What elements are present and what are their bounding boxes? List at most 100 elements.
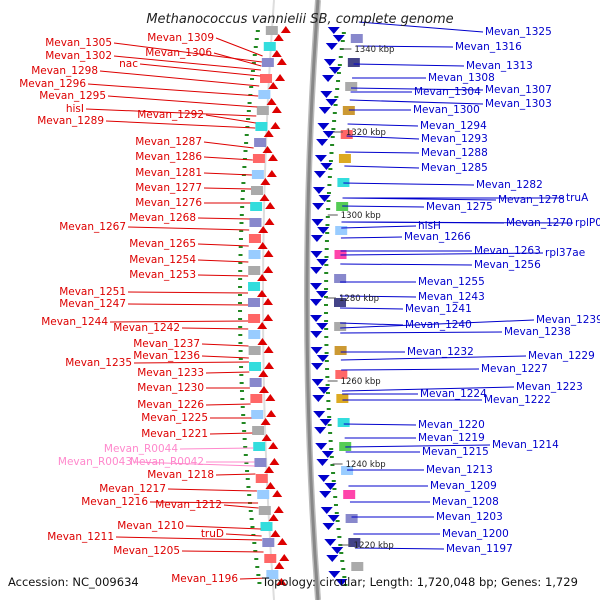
left-gene-label[interactable]: Mevan_1305 <box>45 37 112 49</box>
right-gene-label[interactable]: Mevan_1285 <box>421 162 488 174</box>
left-gene-label[interactable]: Mevan_1221 <box>141 428 208 440</box>
left-gene-label[interactable]: Mevan_1218 <box>147 469 214 481</box>
right-gene-label[interactable]: Mevan_1219 <box>418 432 485 444</box>
right-gene-label[interactable]: Mevan_1214 <box>492 439 559 451</box>
right-gene-label[interactable]: Mevan_1220 <box>418 419 485 431</box>
left-gene-label[interactable]: Mevan_1205 <box>113 545 180 557</box>
left-gene-label[interactable]: Mevan_1236 <box>133 350 200 362</box>
right-gene-label[interactable]: rpl37ae <box>545 247 585 259</box>
right-gene-label[interactable]: Mevan_1300 <box>413 104 480 116</box>
left-gene-label[interactable]: Mevan_1217 <box>99 483 166 495</box>
left-gene-label[interactable]: Mevan_1242 <box>113 322 180 334</box>
right-gene-label[interactable]: Mevan_1240 <box>405 319 472 331</box>
left-gene-label[interactable]: Mevan_1196 <box>171 573 238 585</box>
right-gene-label[interactable]: Mevan_1288 <box>421 147 488 159</box>
minor-tick <box>324 320 329 322</box>
right-gene-label[interactable]: Mevan_1293 <box>421 133 488 145</box>
left-gene-label[interactable]: Mevan_1225 <box>141 412 208 424</box>
left-gene-label[interactable]: Mevan_1281 <box>135 167 202 179</box>
right-gene-label[interactable]: truA <box>566 192 589 204</box>
right-gene-label[interactable]: Mevan_1255 <box>418 276 485 288</box>
left-gene-label[interactable]: hisI <box>66 103 84 115</box>
left-gene-label[interactable]: Mevan_1267 <box>59 221 126 233</box>
right-gene-label[interactable]: Mevan_1282 <box>476 179 543 191</box>
right-gene-label[interactable]: Mevan_1294 <box>420 120 487 132</box>
right-gene-label[interactable]: Mevan_1238 <box>504 326 571 338</box>
left-gene-label[interactable]: Mevan_1292 <box>137 109 204 121</box>
left-gene-label[interactable]: Mevan_1287 <box>135 136 202 148</box>
left-gene-label[interactable]: Mevan_1230 <box>137 382 204 394</box>
gene-arrow-right <box>316 355 329 362</box>
right-gene-label[interactable]: Mevan_1316 <box>455 41 522 53</box>
left-gene-label[interactable]: Mevan_1298 <box>31 65 98 77</box>
left-gene-label[interactable]: Mevan_1237 <box>133 338 200 350</box>
right-gene-label[interactable]: Mevan_1209 <box>430 480 497 492</box>
left-gene-label[interactable]: Mevan_1289 <box>37 115 104 127</box>
minor-tick <box>249 86 254 88</box>
right-gene-label[interactable]: Mevan_1275 <box>426 201 493 213</box>
minor-tick <box>329 456 334 458</box>
left-gene-label[interactable]: Mevan_R0043 <box>58 456 132 468</box>
left-gene-label[interactable]: Mevan_1309 <box>147 32 214 44</box>
left-gene-label[interactable]: Mevan_1254 <box>129 254 196 266</box>
right-gene-label[interactable]: Mevan_1303 <box>485 98 552 110</box>
left-gene-label[interactable]: Mevan_1244 <box>41 316 108 328</box>
left-gene-label[interactable]: Mevan_1265 <box>129 238 196 250</box>
right-gene-label[interactable]: Mevan_1222 <box>484 394 551 406</box>
left-gene-label[interactable]: Mevan_1211 <box>47 531 114 543</box>
left-gene-label[interactable]: Mevan_1296 <box>19 78 86 90</box>
left-gene-label[interactable]: Mevan_1302 <box>45 50 112 62</box>
right-gene-label[interactable]: Mevan_1227 <box>481 363 548 375</box>
gene-arrow-left <box>275 74 286 81</box>
gene-arrow-right <box>316 323 329 330</box>
minor-tick <box>334 96 339 98</box>
right-gene-label[interactable]: Mevan_1266 <box>404 231 471 243</box>
left-gene-label[interactable]: Mevan_1251 <box>59 286 126 298</box>
right-gene-label[interactable]: Mevan_1278 <box>498 194 565 206</box>
right-gene-label[interactable]: Mevan_1263 <box>474 245 541 257</box>
left-gene-label[interactable]: Mevan_1235 <box>65 357 132 369</box>
left-gene-label[interactable]: Mevan_1216 <box>81 496 148 508</box>
left-gene-label[interactable]: Mevan_1268 <box>129 212 196 224</box>
right-gene-label[interactable]: rplP0 <box>575 217 600 229</box>
left-gene-label[interactable]: Mevan_1226 <box>137 399 204 411</box>
right-gene-label[interactable]: Mevan_1203 <box>436 511 503 523</box>
right-gene-label[interactable]: Mevan_1197 <box>446 543 513 555</box>
left-gene-label[interactable]: Mevan_1247 <box>59 298 126 310</box>
right-gene-label[interactable]: Mevan_1313 <box>466 60 533 72</box>
left-gene-label[interactable]: Mevan_1295 <box>39 90 106 102</box>
left-gene-label[interactable]: Mevan_1277 <box>135 182 202 194</box>
left-gene-label[interactable]: Mevan_1210 <box>117 520 184 532</box>
right-gene-label[interactable]: Mevan_1256 <box>474 259 541 271</box>
right-gene-label[interactable]: Mevan_1270 <box>506 217 573 229</box>
right-gene-label[interactable]: Mevan_1239 <box>536 314 600 326</box>
right-gene-label[interactable]: Mevan_1215 <box>422 446 489 458</box>
right-gene-label[interactable]: Mevan_1223 <box>516 381 583 393</box>
left-gene-label[interactable]: Mevan_1212 <box>155 499 222 511</box>
right-gene-label[interactable]: Mevan_1200 <box>442 528 509 540</box>
left-gene-label[interactable]: Mevan_1253 <box>129 269 196 281</box>
right-gene-label[interactable]: Mevan_1241 <box>405 303 472 315</box>
left-gene-label[interactable]: Mevan_R0044 <box>104 443 178 455</box>
right-gene-label[interactable]: Mevan_1308 <box>428 72 495 84</box>
right-gene-label[interactable]: Mevan_1307 <box>485 84 552 96</box>
left-gene-label[interactable]: nac <box>119 58 138 70</box>
left-gene-label[interactable]: Mevan_R0042 <box>130 456 204 468</box>
right-gene-label[interactable]: Mevan_1224 <box>420 388 487 400</box>
right-gene-label[interactable]: Mevan_1304 <box>414 86 481 98</box>
left-gene-label[interactable]: Mevan_1233 <box>137 367 204 379</box>
right-gene-label[interactable]: Mevan_1232 <box>407 346 474 358</box>
right-gene-label[interactable]: hisH <box>418 220 441 232</box>
right-label-connector <box>342 386 515 392</box>
right-gene-label[interactable]: Mevan_1325 <box>485 26 552 38</box>
left-gene-label[interactable]: Mevan_1286 <box>135 151 202 163</box>
left-gene-label[interactable]: Mevan_1276 <box>135 197 202 209</box>
left-gene-label[interactable]: truD <box>201 528 224 540</box>
right-gene-label[interactable]: Mevan_1229 <box>528 350 595 362</box>
feature-block-right <box>336 394 349 403</box>
right-gene-label[interactable]: Mevan_1213 <box>426 464 493 476</box>
left-gene-label[interactable]: Mevan_1306 <box>145 47 212 59</box>
right-gene-label[interactable]: Mevan_1243 <box>418 291 485 303</box>
minor-tick <box>250 70 255 72</box>
right-gene-label[interactable]: Mevan_1208 <box>432 496 499 508</box>
